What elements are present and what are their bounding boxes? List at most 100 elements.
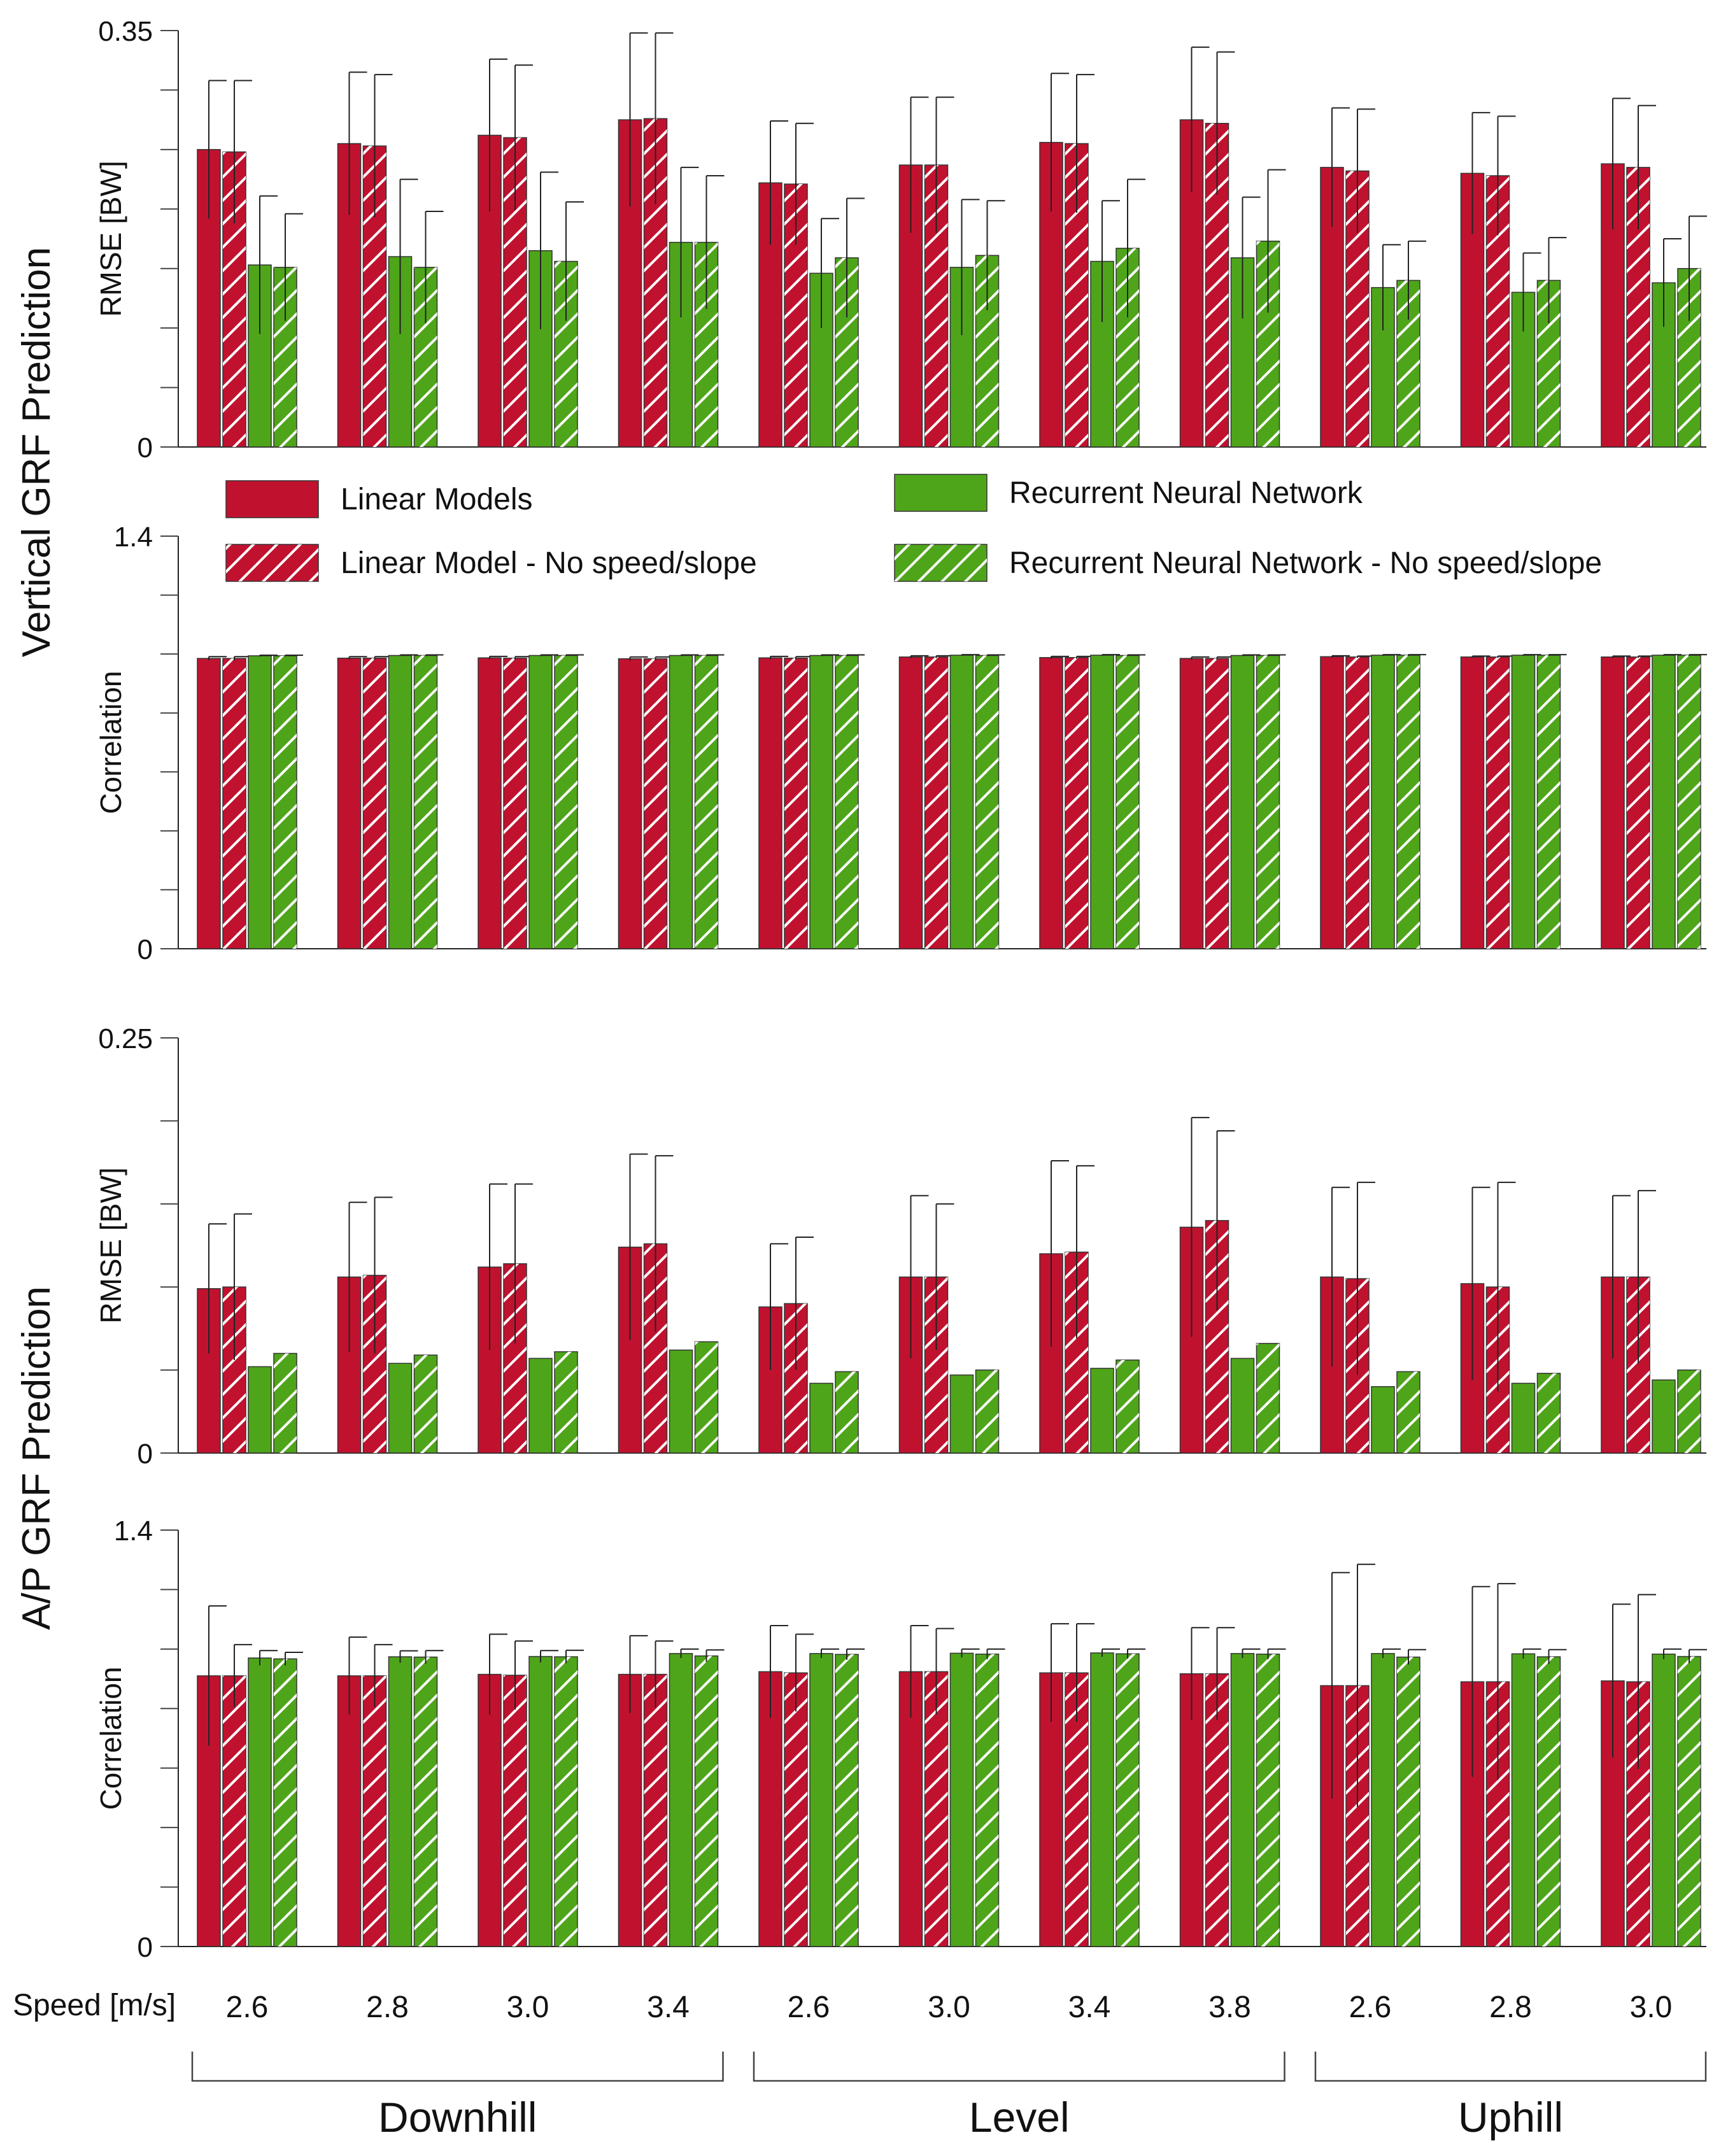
bar-rnn bbox=[1230, 1653, 1255, 1947]
bar-rnn-no-speed-slope bbox=[1396, 1656, 1420, 1947]
bar-rnn-no-speed-slope bbox=[413, 1656, 438, 1947]
bar-rnn-no-speed-slope bbox=[273, 267, 297, 448]
bar-linear-no-speed-slope bbox=[924, 656, 949, 949]
y-tick-label-min: 0 bbox=[138, 1438, 153, 1470]
bar-rnn-no-speed-slope bbox=[975, 1654, 1000, 1947]
bar-linear bbox=[1460, 656, 1485, 949]
chart-panel-vertical-correlation: 0 1.4 Correlation bbox=[94, 521, 1707, 965]
bar-rnn-no-speed-slope bbox=[1677, 655, 1701, 949]
bar-linear bbox=[337, 657, 362, 949]
y-tick-label-max: 1.4 bbox=[114, 521, 153, 553]
x-tick-label: 2.6 bbox=[788, 1990, 830, 2024]
bar-linear-no-speed-slope bbox=[362, 145, 387, 448]
bar-rnn-no-speed-slope bbox=[1536, 655, 1561, 949]
bar-rnn-no-speed-slope bbox=[835, 655, 859, 949]
bar-rnn bbox=[528, 1358, 553, 1454]
bar-linear-no-speed-slope bbox=[1485, 1681, 1510, 1947]
x-tick-label: 3.4 bbox=[647, 1990, 690, 2024]
bar-rnn-no-speed-slope bbox=[1536, 1656, 1561, 1947]
x-tick-label: 2.8 bbox=[1489, 1990, 1532, 2024]
bar-rnn-no-speed-slope bbox=[1677, 1369, 1701, 1454]
bar-linear-no-speed-slope bbox=[784, 1303, 808, 1454]
bar-rnn-no-speed-slope bbox=[1115, 1359, 1140, 1454]
bar-linear bbox=[1179, 658, 1204, 949]
chart-panel-ap-rmse: 0 0.25 RMSE [BW] bbox=[94, 1023, 1706, 1470]
bar-rnn bbox=[388, 1363, 413, 1454]
bar-linear-no-speed-slope bbox=[643, 1673, 668, 1947]
bar-linear-no-speed-slope bbox=[362, 657, 387, 949]
bar-rnn-no-speed-slope bbox=[1677, 1656, 1701, 1947]
bar-rnn-no-speed-slope bbox=[1115, 655, 1140, 949]
bar-rnn bbox=[1652, 1654, 1676, 1947]
bar-linear bbox=[1320, 656, 1344, 949]
x-tick-label: 2.6 bbox=[226, 1990, 269, 2024]
bar-rnn-no-speed-slope bbox=[975, 655, 1000, 949]
x-tick-label: 3.4 bbox=[1068, 1990, 1111, 2024]
bar-rnn-no-speed-slope bbox=[273, 1352, 297, 1454]
bar-linear-no-speed-slope bbox=[1485, 656, 1510, 949]
bar-linear-no-speed-slope bbox=[1626, 1681, 1650, 1947]
bar-rnn bbox=[1090, 1368, 1114, 1454]
bar-rnn-no-speed-slope bbox=[694, 655, 719, 949]
bar-rnn bbox=[669, 655, 693, 949]
bar-rnn-no-speed-slope bbox=[1115, 248, 1140, 448]
bar-linear-no-speed-slope bbox=[924, 1671, 949, 1947]
bar-rnn-no-speed-slope bbox=[1256, 1654, 1280, 1947]
legend-label: Linear Model - No speed/slope bbox=[341, 546, 757, 580]
section-title-vertical: Vertical GRF Prediction bbox=[15, 247, 59, 657]
bar-linear-no-speed-slope bbox=[503, 657, 527, 949]
bar-rnn bbox=[809, 655, 833, 949]
bar-linear bbox=[1039, 656, 1063, 949]
y-axis-label: Correlation bbox=[94, 671, 127, 814]
group-label: Downhill bbox=[378, 2094, 537, 2141]
y-tick-label-max: 0.35 bbox=[98, 16, 153, 47]
bar-rnn bbox=[1511, 1382, 1536, 1454]
legend-item-linear: Linear Models bbox=[225, 480, 533, 518]
bar-linear-no-speed-slope bbox=[1065, 656, 1089, 949]
bar-linear-no-speed-slope bbox=[784, 657, 808, 949]
bar-rnn bbox=[1371, 1653, 1395, 1947]
bar-linear-no-speed-slope bbox=[1205, 1220, 1229, 1454]
condition-groups: Downhill Level Uphill bbox=[191, 2052, 1707, 2141]
legend: Linear Models Linear Model - No speed/slo… bbox=[225, 474, 1602, 582]
bar-rnn bbox=[669, 1349, 693, 1454]
x-axis-speed-labels: 2.6 2.8 3.0 3.4 2.6 3.0 3.4 3.8 2.6 2.8 3.0 bbox=[226, 1990, 1673, 2024]
bar-rnn-no-speed-slope bbox=[1256, 655, 1280, 949]
x-tick-label: 3.0 bbox=[928, 1990, 970, 2024]
x-tick-label: 3.8 bbox=[1208, 1990, 1251, 2024]
bar-linear-no-speed-slope bbox=[1345, 1685, 1370, 1947]
y-tick-label-max: 0.25 bbox=[98, 1023, 153, 1054]
bar-linear-no-speed-slope bbox=[1626, 1276, 1650, 1454]
bar-rnn bbox=[248, 1366, 272, 1454]
bar-linear bbox=[197, 658, 221, 949]
bar-rnn bbox=[248, 1657, 272, 1947]
bar-linear-no-speed-slope bbox=[1345, 656, 1370, 949]
y-tick-label-min: 0 bbox=[138, 1932, 153, 1963]
bar-linear-no-speed-slope bbox=[1205, 658, 1229, 949]
y-axis-label: RMSE [BW] bbox=[94, 160, 127, 316]
chart-panels: 0 0.35 RMSE [BW] 0 1.4 Correlation 0 0.25 RMSE [… bbox=[94, 16, 1707, 1963]
bar-rnn-no-speed-slope bbox=[1396, 280, 1420, 448]
bar-linear-no-speed-slope bbox=[222, 1675, 246, 1947]
group-label: Uphill bbox=[1458, 2094, 1563, 2141]
legend-item-linear-no-speed-slope: Linear Model - No speed/slope bbox=[225, 544, 757, 582]
bar-linear bbox=[758, 657, 783, 949]
legend-label: Recurrent Neural Network bbox=[1009, 476, 1363, 510]
legend-swatch bbox=[225, 480, 319, 518]
x-tick-label: 2.6 bbox=[1349, 1990, 1392, 2024]
bar-rnn-no-speed-slope bbox=[694, 1341, 719, 1454]
bar-rnn bbox=[1652, 1379, 1676, 1454]
y-tick-label-max: 1.4 bbox=[114, 1515, 153, 1547]
bar-rnn-no-speed-slope bbox=[975, 1369, 1000, 1454]
bar-rnn bbox=[388, 655, 413, 949]
bar-rnn-no-speed-slope bbox=[554, 1351, 578, 1454]
bar-linear-no-speed-slope bbox=[503, 137, 527, 448]
bar-rnn-no-speed-slope bbox=[273, 1658, 297, 1947]
bar-rnn-no-speed-slope bbox=[835, 1654, 859, 1947]
bar-linear-no-speed-slope bbox=[222, 1286, 246, 1454]
bar-rnn bbox=[1371, 1386, 1395, 1454]
bar-rnn bbox=[1090, 655, 1114, 949]
bar-rnn bbox=[809, 1382, 833, 1454]
bar-linear bbox=[337, 1675, 362, 1947]
